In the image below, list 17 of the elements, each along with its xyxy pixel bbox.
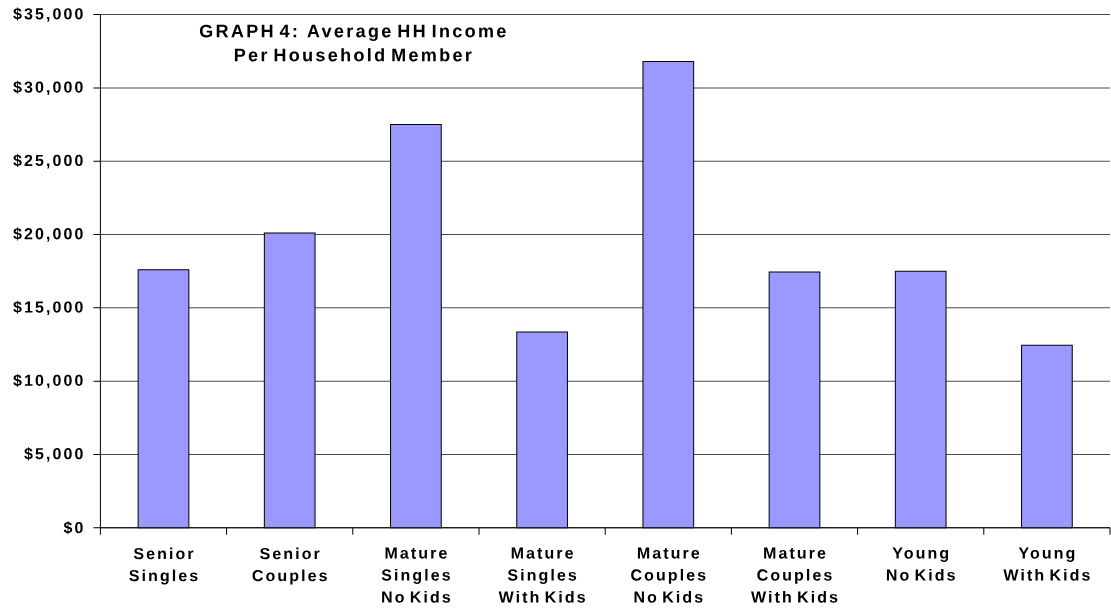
- x-tick-label: Young With Kids: [1003, 547, 1090, 581]
- x-tick-label: Senior Singles: [129, 547, 198, 585]
- x-tick-label: Mature Singles With Kids: [498, 547, 585, 603]
- x-tick-label: Senior Couples: [252, 547, 327, 585]
- y-tick-label: $15,000: [13, 300, 83, 316]
- y-tick-label: $10,000: [13, 373, 83, 389]
- x-tick-label: Mature Couples With Kids: [751, 547, 838, 603]
- x-tick-label: Mature Couples No Kids: [631, 547, 706, 603]
- x-tick-label: Young No Kids: [886, 547, 955, 581]
- text: GRAPH 4: Average HH Income Per Household Member: [199, 24, 506, 62]
- y-tick-label: $5,000: [24, 447, 83, 462]
- y-tick-label: $35,000: [13, 7, 83, 22]
- y-tick-label: $0: [63, 521, 83, 535]
- x-tick-label: Mature Singles No Kids: [381, 547, 451, 603]
- y-tick-label: $20,000: [13, 227, 83, 242]
- y-tick-label: $25,000: [13, 154, 83, 169]
- y-tick-label: $30,000: [13, 80, 83, 96]
